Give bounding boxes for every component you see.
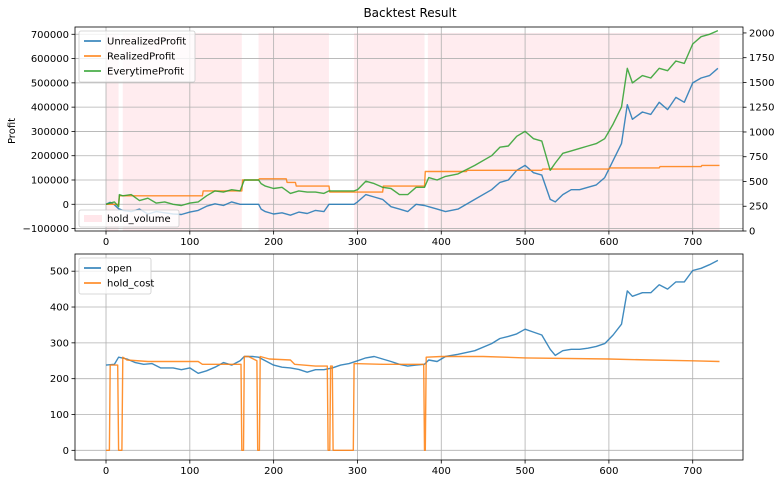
top-x-tick-label: 700 [683,237,702,248]
y2-tick-label: 0 [749,227,755,238]
top-x-tick-label: 500 [516,237,535,248]
bottom-y-tick-label: 300 [50,338,69,349]
bottom-x-tick-label: 500 [516,466,535,477]
bottom-y-tick-label: 100 [50,410,69,421]
hold-volume-bar [106,32,119,231]
top-y-tick-label: 700000 [31,30,69,41]
y2-tick-label: 1750 [749,53,774,64]
bottom-axes-frame [74,253,744,461]
top-y-tick-label: −100000 [22,224,69,235]
y2-tick-label: 1500 [749,78,774,89]
y2-tick-label: 250 [749,202,768,213]
top-x-tick-label: 0 [103,237,109,248]
series-line-UnrealizedProfit [105,67,719,216]
bottom-x-tick-label: 700 [683,466,702,477]
top-y-tick-label: 300000 [31,127,69,138]
chart-title: Backtest Result [363,6,456,20]
y2-tick-label: 750 [749,152,768,163]
bottom-y-tick-label: 500 [50,267,69,278]
bottom-x-tick-label: 300 [348,466,367,477]
top-x-tick-label: 200 [264,237,283,248]
bottom-y-tick-label: 400 [50,303,69,314]
hold-volume-bar [354,32,425,231]
y2-tick-label: 500 [749,177,768,188]
legend-label-UnrealizedProfit: UnrealizedProfit [107,37,186,48]
top-axes-frame [74,26,744,232]
bottom-x-tick-label: 400 [432,466,451,477]
hold-volume-bar [258,32,329,231]
legend-swatch-hold_volume [84,215,102,222]
bottom-x-tick-label: 200 [264,466,283,477]
series-line-EverytimeProfit [105,29,719,208]
y2-tick-label: 1000 [749,127,774,138]
top-x-tick-label: 400 [432,237,451,248]
series-line-open [105,259,719,374]
top-x-tick-label: 100 [180,237,199,248]
top-y-tick-label: 100000 [31,176,69,187]
top-y-tick-label: 0 [63,200,69,211]
bottom-legend-box [78,257,152,295]
top-legend-box [78,30,196,83]
bottom-x-tick-label: 100 [180,466,199,477]
bottom-y-tick-label: 0 [63,446,69,457]
legend-label-EverytimeProfit: EverytimeProfit [107,67,184,78]
top-y-tick-label: 200000 [31,151,69,162]
top-y-tick-label: 400000 [31,103,69,114]
hold-volume-legend-box [78,209,180,228]
bottom-y-tick-label: 200 [50,374,69,385]
series-line-hold_cost [106,355,720,451]
legend-label-open: open [107,264,132,275]
top-y-tick-label: 500000 [31,78,69,89]
bottom-x-tick-label: 0 [103,466,109,477]
bottom-x-tick-label: 600 [599,466,618,477]
legend-label-hold_volume: hold_volume [107,214,171,225]
legend-label-RealizedProfit: RealizedProfit [107,52,175,63]
legend-label-hold_cost: hold_cost [107,279,154,290]
top-x-tick-label: 600 [599,237,618,248]
top-y-tick-label: 600000 [31,54,69,65]
y2-tick-label: 1250 [749,103,774,114]
y-axis-label: Profit [7,118,18,144]
top-x-tick-label: 300 [348,237,367,248]
y2-tick-label: 2000 [749,28,774,39]
